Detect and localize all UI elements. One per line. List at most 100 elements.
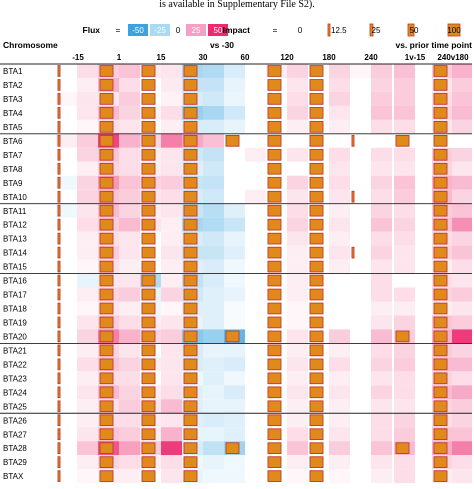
heatmap-cell [56, 343, 77, 358]
impact-bar [57, 246, 61, 259]
impact-bar [183, 344, 198, 357]
heatmap-cell [329, 203, 350, 218]
heatmap-cell [224, 231, 245, 246]
heatmap-cell [119, 399, 140, 414]
heatmap-cell [203, 357, 224, 372]
impact-bar [183, 148, 198, 161]
legend-flux-swatch [128, 24, 148, 36]
heatmap-cell [452, 119, 472, 134]
legend-impact-value: 50 [410, 26, 419, 35]
heatmap-cell [56, 217, 77, 232]
impact-bar [267, 358, 282, 371]
impact-bar [141, 330, 156, 343]
impact-bar [57, 190, 61, 203]
impact-bar [309, 93, 324, 105]
impact-bar [309, 121, 324, 133]
row-labels: BTA1 BTA2 BTA3 BTA4 BTA5 BTA6 BTA7 BTA8 BTA9 BTA1… [3, 67, 27, 481]
heatmap-cell [415, 77, 436, 92]
impact-bar [141, 204, 156, 217]
heatmap-cell [415, 343, 436, 358]
heatmap-cell [224, 343, 245, 358]
legend-impact-value: 25 [372, 26, 381, 35]
heatmap-cell [224, 161, 245, 176]
heatmap-cell [77, 77, 98, 92]
heatmap-cell [287, 77, 308, 92]
impact-bar [433, 274, 448, 287]
impact-bar [433, 107, 448, 119]
impact-bar [267, 162, 282, 175]
impact-bar [183, 358, 198, 371]
impact-bar [99, 316, 114, 329]
impact-bar [267, 121, 282, 133]
impact-bar [99, 414, 114, 427]
impact-bar [183, 232, 198, 245]
caption-fragment: is available in Supplementary File S2). [0, 0, 474, 12]
heatmap-cell [350, 329, 371, 344]
heatmap-cell [161, 231, 182, 246]
heatmap-cell [245, 301, 266, 316]
heatmap-cell [245, 259, 266, 274]
heatmap-cell [350, 175, 371, 190]
heatmap-cell [161, 441, 182, 456]
impact-bar [99, 274, 114, 287]
impact-bar [99, 93, 114, 105]
impact-bar [141, 442, 156, 455]
heatmap-cell [350, 357, 371, 372]
heatmap-cell [203, 287, 224, 302]
impact-bar [433, 442, 448, 455]
heatmap-cell [350, 315, 371, 330]
impact-bar [309, 274, 324, 287]
impact-bar [57, 148, 61, 161]
impact-bar [183, 107, 198, 119]
heatmap-cell [287, 217, 308, 232]
heatmap-cell [287, 175, 308, 190]
heatmap-cell [415, 147, 436, 162]
heatmap-cell [245, 455, 266, 470]
row-label: BTA7 [3, 151, 23, 160]
heatmap-cell [350, 427, 371, 442]
heatmap-cell [56, 133, 77, 148]
heatmap-cell [224, 217, 245, 232]
impact-bar [433, 134, 448, 147]
heatmap-cell [224, 77, 245, 92]
impact-bar [267, 442, 282, 455]
heatmap-cell [203, 147, 224, 162]
heatmap-cell [329, 343, 350, 358]
impact-bar [183, 330, 198, 343]
heatmap-cell [350, 287, 371, 302]
impact-bar [141, 358, 156, 371]
legend-flux-value: 25 [192, 26, 201, 35]
heatmap-cell [371, 287, 392, 302]
heatmap-cell [224, 259, 245, 274]
heatmap-cell [287, 315, 308, 330]
heatmap-cell [77, 385, 98, 400]
heatmap-cell [119, 287, 140, 302]
heatmap-cell [161, 273, 182, 288]
vs-prior-header: vs. prior time point [395, 40, 472, 50]
heatmap-cell [371, 441, 392, 456]
impact-bars [57, 65, 448, 482]
heatmap-cell [452, 301, 472, 316]
heatmap-cell [371, 469, 392, 484]
impact-bar [309, 316, 324, 329]
impact-bar [57, 414, 61, 427]
heatmap-cell [452, 427, 472, 442]
impact-bar [183, 400, 198, 413]
heatmap-cell [394, 315, 415, 330]
heatmap-cell [287, 413, 308, 428]
impact-bar [57, 162, 61, 175]
heatmap-cell [203, 133, 224, 148]
heatmap-cell [56, 64, 77, 78]
impact-bar [267, 134, 282, 147]
impact-bar [433, 190, 448, 203]
legend-flux-equals: = [116, 26, 121, 35]
impact-bar [225, 442, 240, 455]
heatmap-cell [224, 203, 245, 218]
heatmap-cell [56, 91, 77, 106]
heatmap-cell [371, 147, 392, 162]
impact-bar [99, 79, 114, 91]
heatmap-cell [394, 455, 415, 470]
heatmap-cell [77, 455, 98, 470]
heatmap-cell [287, 133, 308, 148]
impact-bar [99, 330, 114, 343]
